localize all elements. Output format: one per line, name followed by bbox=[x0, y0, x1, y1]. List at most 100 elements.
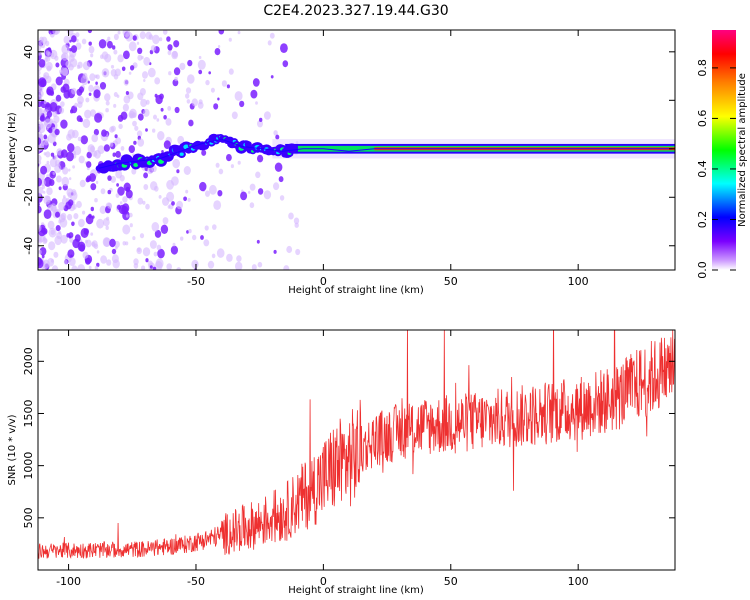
noise-speckle bbox=[200, 235, 204, 240]
noise-speckle bbox=[38, 224, 42, 232]
noise-speckle bbox=[167, 44, 173, 51]
noise-speckle bbox=[98, 39, 107, 49]
noise-speckle bbox=[65, 60, 72, 68]
noise-speckle bbox=[38, 69, 41, 76]
x-tick-label: -50 bbox=[187, 575, 205, 588]
noise-speckle bbox=[78, 155, 85, 164]
noise-speckle bbox=[123, 50, 130, 60]
noise-speckle bbox=[38, 59, 46, 68]
noise-speckle bbox=[154, 229, 162, 238]
noise-speckle bbox=[176, 267, 182, 270]
noise-speckle bbox=[248, 190, 251, 194]
noise-speckle bbox=[267, 40, 272, 46]
x-tick-label: 0 bbox=[320, 575, 327, 588]
noise-speckle bbox=[153, 251, 158, 257]
noise-speckle bbox=[74, 234, 81, 242]
y-tick-label: 0 bbox=[22, 145, 35, 152]
noise-speckle bbox=[173, 40, 180, 48]
noise-speckle bbox=[105, 100, 110, 106]
noise-speckle bbox=[186, 230, 189, 234]
noise-speckle bbox=[136, 247, 142, 255]
noise-speckle bbox=[145, 128, 148, 132]
noise-speckle bbox=[147, 67, 156, 78]
noise-speckle bbox=[61, 52, 69, 61]
noise-speckle bbox=[205, 190, 210, 197]
noise-speckle bbox=[137, 47, 143, 54]
snr-frame bbox=[37, 329, 676, 571]
x-tick-label: 50 bbox=[444, 575, 458, 588]
noise-speckle bbox=[67, 143, 75, 153]
colorbar: 0.0 0.2 0.4 0.6 0.8 Normalized spectral ampl… bbox=[696, 30, 748, 279]
noise-speckle bbox=[77, 61, 83, 69]
noise-speckle bbox=[240, 191, 248, 201]
noise-speckle bbox=[113, 49, 118, 55]
noise-speckle bbox=[52, 30, 59, 36]
noise-speckle bbox=[172, 242, 176, 247]
noise-speckle bbox=[166, 36, 171, 42]
noise-speckle bbox=[160, 107, 164, 112]
noise-speckle bbox=[100, 188, 106, 195]
noise-speckle bbox=[90, 183, 97, 191]
noise-speckle bbox=[77, 101, 83, 108]
noise-speckle bbox=[115, 150, 121, 158]
noise-speckle bbox=[162, 217, 169, 225]
noise-speckle bbox=[106, 216, 110, 221]
noise-speckle bbox=[43, 238, 48, 244]
noise-speckle bbox=[186, 99, 191, 104]
noise-speckle bbox=[121, 66, 126, 72]
noise-speckle bbox=[263, 111, 271, 120]
noise-speckle bbox=[154, 93, 158, 98]
noise-speckle bbox=[106, 40, 113, 49]
noise-speckle bbox=[88, 84, 94, 92]
noise-speckle bbox=[45, 195, 51, 203]
noise-speckle bbox=[216, 248, 225, 258]
colorbar-tick-label: 0.2 bbox=[696, 211, 709, 229]
noise-speckle bbox=[218, 30, 225, 35]
noise-speckle bbox=[172, 50, 178, 58]
spectrogram-y-axis-label: Frequency (Hz) bbox=[7, 112, 18, 188]
noise-speckle bbox=[94, 265, 99, 270]
noise-speckle bbox=[158, 195, 162, 199]
noise-speckle bbox=[226, 154, 232, 162]
y-tick-label: -20 bbox=[22, 188, 35, 206]
colorbar-tick-label: 0.6 bbox=[696, 110, 709, 128]
noise-speckle bbox=[60, 119, 68, 129]
noise-speckle bbox=[103, 144, 110, 152]
noise-speckle bbox=[159, 93, 164, 100]
noise-speckle bbox=[73, 145, 82, 156]
noise-speckle bbox=[141, 265, 146, 270]
noise-speckle bbox=[213, 103, 219, 110]
noise-speckle bbox=[179, 62, 186, 71]
snr-marks bbox=[38, 330, 675, 559]
chart-title: C2E4.2023.327.19.44.G30 bbox=[263, 3, 448, 19]
noise-speckle bbox=[167, 106, 172, 111]
noise-speckle bbox=[48, 241, 56, 251]
noise-speckle bbox=[74, 102, 78, 108]
noise-speckle bbox=[133, 140, 137, 145]
noise-speckle bbox=[152, 34, 160, 45]
noise-speckle bbox=[117, 54, 124, 63]
noise-speckle bbox=[210, 87, 215, 93]
noise-speckle bbox=[125, 91, 129, 95]
noise-speckle bbox=[44, 118, 52, 129]
noise-speckle bbox=[283, 265, 290, 270]
noise-speckle bbox=[117, 30, 121, 35]
noise-speckle bbox=[38, 249, 42, 255]
noise-speckle bbox=[183, 196, 188, 202]
noise-speckle bbox=[96, 250, 100, 254]
colorbar-gradient bbox=[712, 30, 736, 270]
noise-speckle bbox=[38, 238, 43, 244]
noise-speckle bbox=[136, 130, 143, 137]
noise-speckle bbox=[52, 171, 55, 176]
noise-speckle bbox=[72, 165, 75, 169]
noise-speckle bbox=[69, 237, 74, 243]
noise-speckle bbox=[38, 258, 44, 269]
noise-speckle bbox=[61, 176, 70, 187]
noise-speckle bbox=[203, 239, 210, 247]
noise-speckle bbox=[38, 177, 42, 187]
noise-speckle bbox=[255, 101, 258, 105]
noise-speckle bbox=[62, 83, 70, 93]
noise-speckle bbox=[88, 45, 95, 54]
noise-speckle bbox=[180, 236, 184, 241]
noise-speckle bbox=[286, 245, 293, 254]
